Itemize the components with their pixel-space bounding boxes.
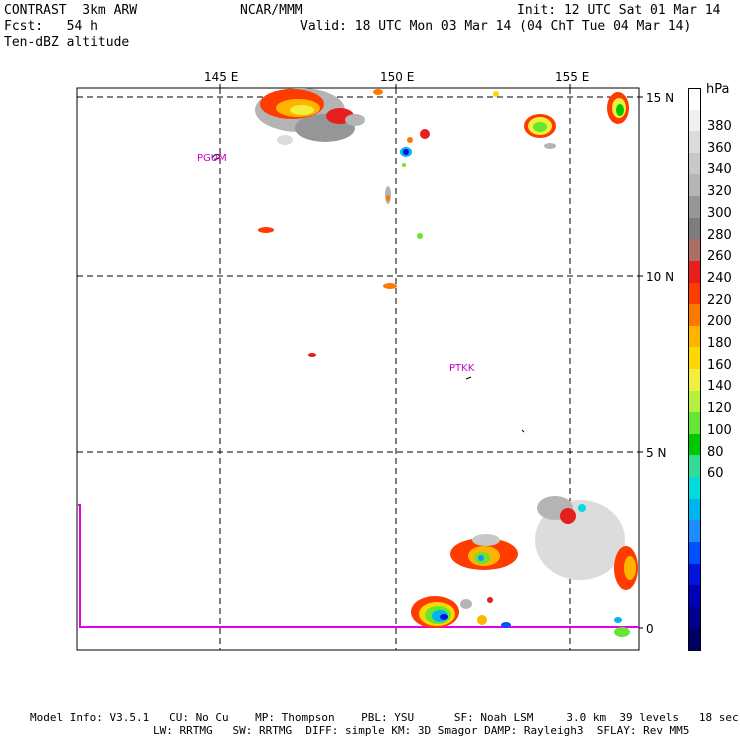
colorbar-swatch — [688, 369, 701, 392]
colorbar-label: 300 — [707, 205, 732, 221]
colorbar-label: 240 — [707, 270, 732, 286]
colorbar-swatch — [688, 563, 701, 586]
station-label-pgum: PGUM — [197, 153, 227, 164]
lat-label-0: 0 — [646, 622, 654, 636]
echo-cluster-north — [255, 88, 365, 145]
lon-label-145: 145 E — [204, 70, 238, 84]
model-info-line2: LW: RRTMG SW: RRTMG DIFF: simple KM: 3D … — [153, 724, 690, 737]
echo-cell-ne — [524, 114, 556, 138]
station-marker-pgum — [211, 153, 221, 160]
colorbar-label: 280 — [707, 227, 732, 243]
lat-label-10: 10 N — [646, 270, 674, 284]
colorbar-swatch — [688, 152, 701, 175]
colorbar-unit: hPa — [706, 82, 730, 97]
colorbar-swatch — [688, 628, 701, 652]
colorbar-label: 140 — [707, 379, 732, 395]
forecast-hour: Fcst: 54 h — [4, 19, 98, 34]
colorbar-swatch — [688, 455, 701, 478]
colorbar-swatch — [688, 304, 701, 327]
colorbar-swatch — [688, 606, 701, 629]
lon-label-155: 155 E — [555, 70, 589, 84]
colorbar-label: 60 — [707, 466, 724, 482]
colorbar-swatch — [688, 196, 701, 219]
product-title: CONTRAST 3km ARW — [4, 3, 138, 18]
colorbar-label: 260 — [707, 249, 732, 265]
colorbar-label: 160 — [707, 357, 732, 373]
station-label-ptkk: PTKK — [449, 363, 475, 374]
center-name: NCAR/MMM — [240, 3, 303, 18]
colorbar-swatch — [688, 585, 701, 608]
valid-time: Valid: 18 UTC Mon 03 Mar 14 (04 ChT Tue … — [300, 19, 692, 34]
colorbar-swatch — [688, 347, 701, 370]
lat-label-15: 15 N — [646, 91, 674, 105]
colorbar-label: 200 — [707, 314, 732, 330]
colorbar-label: 320 — [707, 184, 732, 200]
colorbar-swatch — [688, 174, 701, 197]
colorbar-swatch — [688, 390, 701, 413]
colorbar-swatch — [688, 131, 701, 154]
colorbar-swatch — [688, 325, 701, 348]
colorbar-label: 180 — [707, 336, 732, 351]
colorbar-swatch — [688, 477, 701, 500]
colorbar-swatch — [688, 109, 701, 132]
colorbar-label: 80 — [707, 444, 724, 460]
colorbar-label: 360 — [707, 140, 732, 156]
echo-cluster-south — [450, 496, 638, 590]
colorbar-label: 100 — [707, 422, 732, 438]
lat-label-5: 5 N — [646, 446, 666, 460]
graticule — [77, 88, 639, 650]
domain-boundary — [78, 504, 639, 628]
colorbar-swatch — [688, 239, 701, 262]
colorbar-swatch — [688, 433, 701, 456]
colorbar-swatch — [688, 217, 701, 240]
colorbar-swatch — [688, 541, 701, 565]
colorbar-swatch — [688, 412, 701, 435]
field-name: Ten-dBZ altitude — [4, 35, 130, 50]
map-frame — [76, 87, 640, 651]
echo-cells — [255, 88, 638, 637]
lon-label-150: 150 E — [380, 70, 414, 84]
colorbar-swatch — [688, 498, 701, 521]
init-time: Init: 12 UTC Sat 01 Mar 14 — [517, 3, 721, 18]
colorbar-swatch — [688, 88, 701, 112]
colorbar-label: 120 — [707, 401, 732, 417]
echo-cluster-equator — [411, 596, 630, 637]
colorbar-swatch — [688, 520, 701, 543]
colorbar-label: 340 — [707, 162, 732, 178]
colorbar-label: 380 — [707, 119, 732, 134]
colorbar-label: 220 — [707, 292, 732, 308]
colorbar-swatch — [688, 282, 701, 305]
model-info-line1: Model Info: V3.5.1 CU: No Cu MP: Thompso… — [30, 711, 739, 724]
colorbar-swatch — [688, 260, 701, 284]
station-marker-ptkk — [465, 376, 472, 380]
